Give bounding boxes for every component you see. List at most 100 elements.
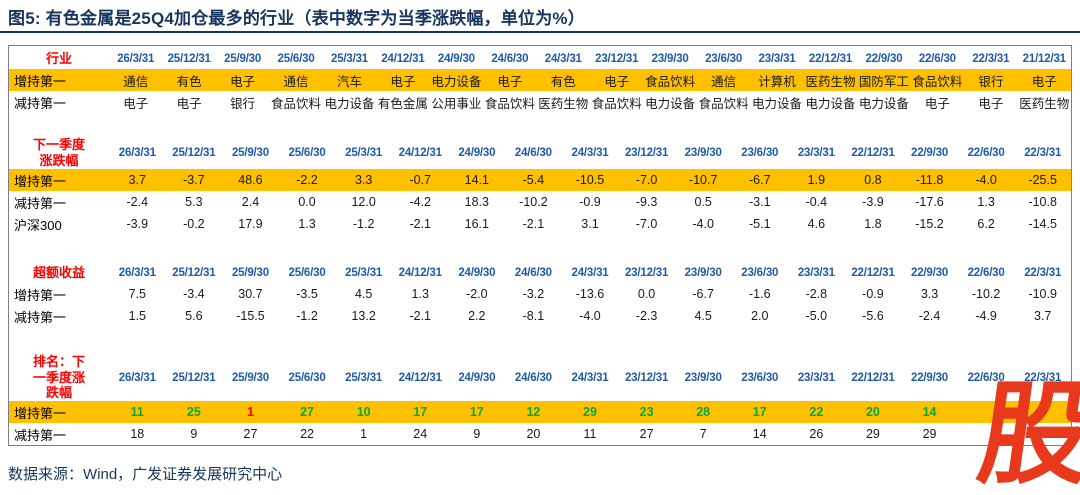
value-cell: 电子: [604, 74, 630, 89]
value-cell: -2.8: [805, 287, 828, 301]
date-cell: 24/6/30: [514, 371, 552, 384]
date-cell: 24/12/31: [381, 52, 425, 65]
date-cell: 23/12/31: [595, 52, 639, 65]
value-cell: -3.7: [183, 173, 205, 187]
value-cell: 12: [526, 405, 541, 419]
table-row: 增持第一 通信 有色 电子 通信 汽车 电子 电力设备 电子 有色 电子 食品饮料 通信 计算机 医药生物国…: [9, 69, 1071, 91]
date-cell: 25/3/31: [345, 146, 383, 159]
date-cell: 25/6/30: [288, 266, 326, 279]
value-cell: 4.5: [354, 287, 373, 301]
date-cell: 25/12/31: [172, 371, 216, 384]
date-cell: 25/9/30: [231, 266, 269, 279]
date-cell: 24/6/30: [491, 52, 529, 65]
date-cell: 23/9/30: [684, 371, 722, 384]
section-header-row: 超额收益 26/3/31 25/12/31 25/9/30 25/6/30 25/3/31…: [9, 262, 1071, 283]
value-cell: 电力设备: [324, 96, 375, 111]
date-cell: 24/6/30: [514, 146, 552, 159]
value-cell: -1.6: [748, 287, 771, 301]
value-cell: 29: [922, 427, 937, 441]
date-cell: 22/6/30: [967, 146, 1005, 159]
value-cell: -2.1: [409, 217, 431, 231]
date-cell: 26/3/31: [118, 266, 156, 279]
value-cell: -2.1: [409, 309, 431, 323]
value-cell: 5.6: [185, 309, 203, 323]
value-cell: 23: [639, 405, 654, 419]
date-cell: 24/9/30: [437, 52, 475, 65]
value-cell: -2.0: [466, 287, 488, 301]
row-label: 沪深300: [14, 217, 62, 233]
date-cell: 22/3/31: [1024, 371, 1062, 384]
date-cell: 23/9/30: [651, 52, 689, 65]
date-cell: 25/12/31: [167, 52, 211, 65]
value-cell: 22: [809, 405, 824, 419]
value-cell: 48.6: [238, 173, 263, 187]
value-cell: 0.8: [864, 173, 882, 187]
value-cell: 20: [865, 405, 880, 419]
value-cell: 公用事业: [431, 96, 482, 111]
value-cell: 17.9: [238, 217, 263, 231]
date-cell: 23/12/31: [624, 371, 669, 384]
value-cell: 7: [699, 427, 707, 441]
value-cell: 电子: [390, 74, 416, 89]
date-cell: 23/12/31: [624, 146, 669, 159]
value-cell: 0.0: [298, 195, 316, 209]
value-cell: 20: [526, 427, 541, 441]
date-cell: 25/3/31: [331, 52, 368, 65]
value-cell: 1.9: [807, 173, 826, 187]
value-cell: -5.4: [522, 173, 545, 187]
value-cell: 14: [922, 405, 937, 419]
value-cell: -3.1: [748, 195, 771, 209]
value-cell: 0.5: [694, 195, 712, 209]
value-cell: 2.0: [751, 309, 769, 323]
section-rank-next-quarter-change: 排名：下 一季度涨 跌幅 26/3/31 25/12/31 25/9/30 25/6/30 2…: [9, 354, 1071, 445]
value-cell: -3.9: [126, 217, 149, 231]
date-cell: 23/6/30: [741, 146, 779, 159]
date-cell: 22/12/31: [851, 371, 895, 384]
value-cell: -6.7: [748, 173, 771, 187]
value-cell: 26: [809, 427, 824, 441]
value-cell: 12.0: [351, 195, 376, 209]
date-cell: 25/9/30: [224, 52, 262, 65]
value-cell: -10.5: [575, 173, 605, 187]
value-cell: -0.7: [409, 173, 431, 187]
value-cell: 24: [413, 427, 428, 441]
value-cell: -2.1: [522, 217, 545, 231]
value-cell: 27: [639, 427, 654, 441]
value-cell: -14.5: [1028, 217, 1057, 231]
value-cell: -7.0: [635, 217, 658, 231]
value-cell: -3.5: [296, 287, 318, 301]
value-cell: 14.1: [464, 173, 489, 187]
table-row: 减持第一 1.5 5.6 -15.5 -1.2 13.2 -2.1 2.2 -8.1 -4.0 -2…: [9, 305, 1071, 327]
date-cell: 22/6/30: [918, 52, 956, 65]
value-cell: -10.8: [1028, 195, 1057, 209]
section-label: 排名：下 一季度涨 跌幅: [32, 354, 85, 401]
date-cell: 25/3/31: [345, 371, 383, 384]
value-cell: 18.3: [464, 195, 489, 209]
value-cell: -17.6: [915, 195, 944, 209]
value-cell: -4.0: [692, 217, 714, 231]
value-cell: 医药生物: [1019, 96, 1070, 111]
date-cell: 25/3/31: [345, 266, 383, 279]
value-cell: -2.4: [126, 195, 149, 209]
value-cell: 电子: [176, 96, 202, 111]
value-cell: -15.5: [236, 309, 265, 323]
value-cell: 3.7: [1034, 309, 1052, 323]
section-label: 超额收益: [32, 264, 85, 280]
value-cell: 有色金属: [377, 96, 428, 111]
row-label: 增持第一: [14, 73, 67, 89]
value-cell: 电力设备: [805, 96, 856, 111]
value-cell: 电子: [230, 74, 256, 89]
row-label: 减持第一: [14, 309, 67, 325]
value-cell: -1.2: [296, 309, 318, 323]
value-cell: 10: [356, 405, 371, 419]
value-cell: 3.7: [128, 173, 146, 187]
value-cell: 通信: [283, 74, 309, 89]
value-cell: 17: [469, 405, 484, 419]
section-next-quarter-change: 下一季度 涨跌幅 26/3/31 25/12/31 25/9/30 25/6/30 25/3…: [9, 136, 1071, 235]
date-cell: 22/9/30: [911, 266, 949, 279]
date-cell: 25/12/31: [172, 266, 216, 279]
value-cell: 3.1: [581, 217, 599, 231]
value-cell: -2.4: [918, 309, 941, 323]
date-cell: 25/6/30: [277, 52, 315, 65]
section-industry: 行业 26/3/31 25/12/31 25/9/30 25/6/30 25/3/31 24…: [9, 48, 1071, 113]
